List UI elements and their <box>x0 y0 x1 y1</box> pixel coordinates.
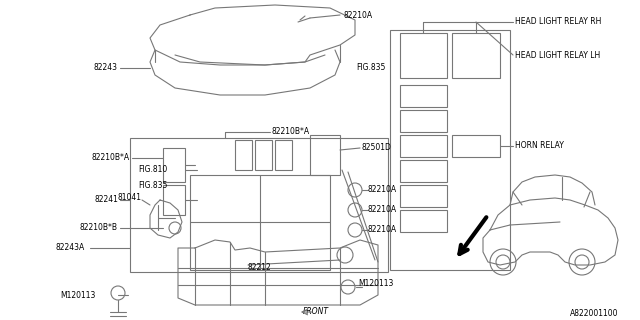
Bar <box>400 110 447 132</box>
Bar <box>400 33 447 78</box>
Text: HEAD LIGHT RELAY RH: HEAD LIGHT RELAY RH <box>515 18 602 27</box>
Text: HORN RELAY: HORN RELAY <box>515 141 564 150</box>
Bar <box>163 148 185 182</box>
Bar <box>452 135 500 157</box>
Text: FIG.835: FIG.835 <box>356 63 385 73</box>
Bar <box>235 140 252 170</box>
Bar <box>400 210 447 232</box>
Text: M120113: M120113 <box>60 291 95 300</box>
Text: 82241: 82241 <box>94 196 118 204</box>
Bar <box>130 138 388 272</box>
Text: 82210A: 82210A <box>368 205 397 214</box>
Bar <box>255 140 272 170</box>
Text: 82210B*B: 82210B*B <box>80 223 118 233</box>
Bar <box>275 140 292 170</box>
Text: FRONT: FRONT <box>303 308 329 316</box>
Bar <box>400 160 447 182</box>
Text: 82210B*A: 82210B*A <box>272 127 310 137</box>
Text: 82243A: 82243A <box>55 244 84 252</box>
Text: 81041: 81041 <box>118 194 142 203</box>
Text: 82243: 82243 <box>94 63 118 73</box>
Bar <box>163 185 185 215</box>
Bar <box>400 135 447 157</box>
Text: A822001100: A822001100 <box>570 308 618 317</box>
Text: 82212: 82212 <box>248 262 272 271</box>
Bar <box>390 30 510 270</box>
Bar <box>452 33 500 78</box>
Text: FIG.835: FIG.835 <box>138 180 168 189</box>
Text: HEAD LIGHT RELAY LH: HEAD LIGHT RELAY LH <box>515 51 600 60</box>
Text: 82210A: 82210A <box>368 226 397 235</box>
Text: 82210B*A: 82210B*A <box>92 154 130 163</box>
Text: M120113: M120113 <box>358 278 394 287</box>
Bar <box>400 85 447 107</box>
Text: 82501D: 82501D <box>362 143 392 153</box>
Text: FIG.810: FIG.810 <box>138 165 167 174</box>
Bar <box>310 135 340 175</box>
Bar <box>400 185 447 207</box>
Text: 82210A: 82210A <box>343 11 372 20</box>
Text: 82210A: 82210A <box>368 186 397 195</box>
Bar <box>190 175 330 270</box>
